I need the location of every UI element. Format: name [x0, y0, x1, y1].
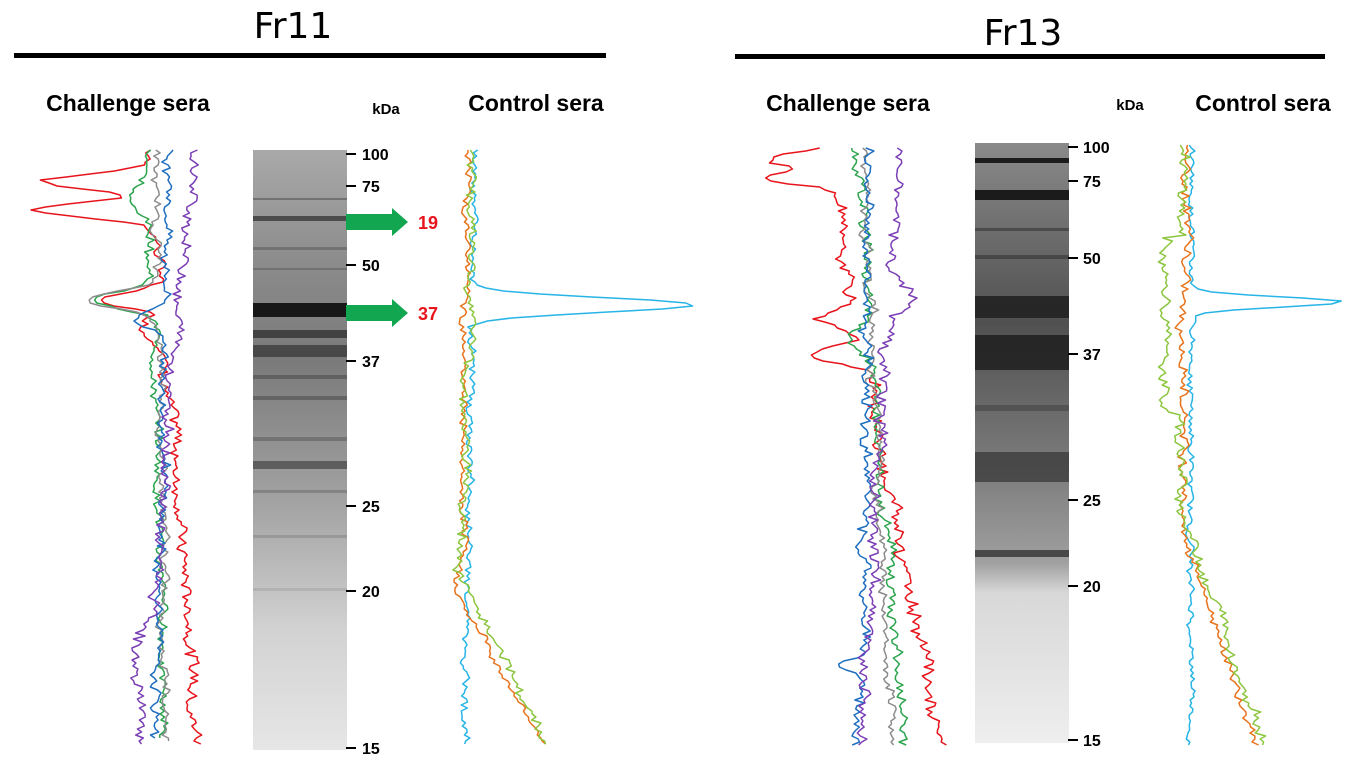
- marker-75: 75: [1083, 174, 1101, 191]
- marker-100: 100: [362, 147, 389, 164]
- control-sera-traces: [1157, 144, 1343, 746]
- challenge-sera-label: Challenge sera: [766, 90, 930, 116]
- marker-37: 37: [1083, 347, 1101, 364]
- panel-title: Fr13: [984, 13, 1063, 54]
- marker-ladder: 100 75 50 37 25 20 15: [1068, 140, 1110, 750]
- trace-blue: [133, 149, 174, 739]
- marker-50: 50: [1083, 251, 1101, 268]
- trace-purple: [856, 147, 918, 746]
- band-label-37: 37: [418, 304, 438, 324]
- marker-25: 25: [1083, 493, 1101, 510]
- title-underline: [14, 53, 606, 58]
- challenge-sera-traces: [764, 147, 947, 746]
- panel-fr13: Fr13 Challenge sera Control sera kDa 100…: [735, 13, 1343, 750]
- trace-lightgreen: [1157, 144, 1267, 746]
- trace-lightgreen: [452, 149, 547, 745]
- trace-cyan: [1185, 144, 1343, 746]
- trace-orange: [453, 149, 547, 745]
- control-sera-label: Control sera: [468, 90, 604, 116]
- trace-green: [93, 149, 169, 739]
- trace-cyan: [459, 149, 694, 745]
- band-arrow-37: 37: [346, 299, 438, 327]
- arrow-icon: [346, 299, 408, 327]
- trace-grey: [858, 147, 897, 746]
- kda-unit-label: kDa: [372, 101, 400, 118]
- trace-purple: [130, 149, 199, 745]
- challenge-sera-label: Challenge sera: [46, 90, 210, 116]
- marker-50: 50: [362, 258, 380, 275]
- title-underline: [735, 54, 1325, 59]
- gel-lane: [253, 150, 347, 750]
- marker-15: 15: [362, 741, 380, 758]
- marker-20: 20: [362, 584, 380, 601]
- panel-title: Fr11: [254, 6, 333, 47]
- control-sera-label: Control sera: [1195, 90, 1331, 116]
- trace-green: [847, 147, 909, 746]
- gel-lane: [975, 143, 1069, 743]
- band-label-19: 19: [418, 213, 438, 233]
- marker-37: 37: [362, 354, 380, 371]
- panel-fr11: Fr11 Challenge sera Control sera kDa: [14, 6, 694, 758]
- control-sera-traces: [452, 149, 694, 745]
- trace-red: [30, 149, 203, 745]
- marker-25: 25: [362, 499, 380, 516]
- marker-15: 15: [1083, 733, 1101, 750]
- marker-75: 75: [362, 179, 380, 196]
- marker-ladder: 100 75 50 37 25 20 15: [346, 147, 389, 758]
- trace-red: [764, 147, 947, 746]
- kda-unit-label: kDa: [1116, 97, 1144, 114]
- challenge-sera-traces: [30, 149, 203, 745]
- marker-100: 100: [1083, 140, 1110, 157]
- marker-20: 20: [1083, 579, 1101, 596]
- trace-orange: [1174, 144, 1259, 746]
- band-arrow-19: 19: [346, 208, 438, 236]
- arrow-icon: [346, 208, 408, 236]
- trace-blue: [837, 147, 875, 746]
